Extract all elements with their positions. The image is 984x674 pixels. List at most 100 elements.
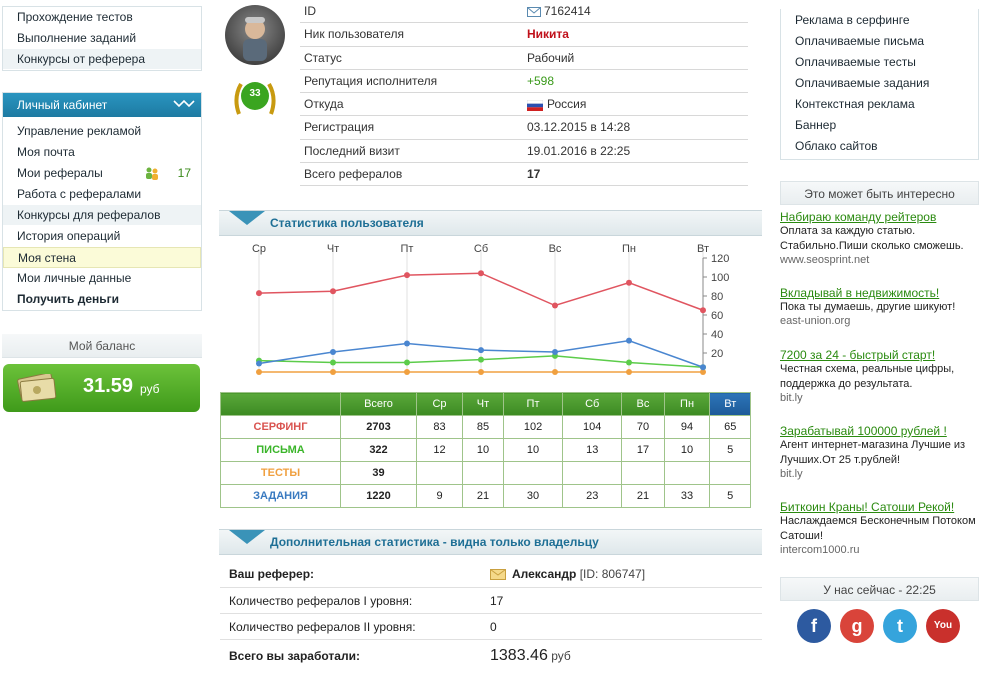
referrals-count: 17: [177, 166, 191, 180]
stats-cell: [663, 461, 711, 485]
label-nick: Ник пользователя: [304, 27, 404, 42]
stats-cell: 33: [663, 484, 711, 508]
promo-item: Зарабатывай 100000 рублей ! Агент интерн…: [780, 424, 979, 500]
promo-url[interactable]: bit.ly: [780, 468, 803, 480]
chart-y-tick-label: 20: [711, 348, 723, 360]
menu-item-my-wall[interactable]: Моя стена: [3, 247, 201, 268]
chart-point: [404, 369, 410, 375]
stats-cell: [502, 461, 564, 485]
value-last-visit: 19.01.2016 в 22:25: [527, 143, 631, 158]
promo-title[interactable]: Биткоин Краны! Сатоши Рекой!: [780, 500, 955, 514]
ad-link-banner[interactable]: Баннер: [795, 118, 837, 132]
label-reputation: Репутация исполнителя: [304, 73, 438, 88]
youtube-icon[interactable]: You: [926, 609, 960, 643]
menu-item-referral-work[interactable]: Работа с рефералами: [3, 184, 201, 205]
menu-item-mail[interactable]: Моя почта: [3, 142, 201, 163]
stats-cell: 70: [621, 415, 665, 439]
chart-point: [478, 356, 484, 363]
balance-box: Мой баланс: [2, 334, 202, 360]
chart-point: [330, 369, 336, 375]
level-number: 33: [249, 88, 261, 99]
stats-cell: 30: [502, 484, 564, 508]
envelope-icon[interactable]: [490, 569, 506, 581]
promo-item: Биткоин Краны! Сатоши Рекой! Наслаждаемс…: [780, 500, 979, 556]
ad-link-surfing[interactable]: Реклама в серфинге: [795, 13, 910, 27]
chart-point: [626, 359, 632, 366]
stats-cell: 5: [709, 438, 751, 462]
chart-point: [552, 302, 558, 309]
stats-header-total: Всего: [340, 392, 417, 416]
menu-item-tasks[interactable]: Выполнение заданий: [3, 28, 201, 49]
chart-point: [626, 337, 632, 344]
menu-item-referrals[interactable]: Мои рефералы 17: [3, 163, 201, 184]
promo-text: Агент интернет-магазина Лучшие из Лучших…: [780, 439, 966, 466]
balance-button[interactable]: 31.59 руб: [3, 364, 200, 412]
ad-link-tasks[interactable]: Оплачиваемые задания: [795, 76, 930, 90]
label-from: Откуда: [304, 97, 344, 112]
ad-link-tests[interactable]: Оплачиваемые тесты: [795, 55, 916, 69]
menu-item-withdraw[interactable]: Получить деньги: [3, 289, 201, 310]
menu-item-tests[interactable]: Прохождение тестов: [3, 7, 201, 28]
mail-icon[interactable]: [527, 6, 541, 17]
stats-cell: 104: [562, 415, 623, 439]
lvl2-value: 0: [490, 620, 497, 634]
stats-row-label: ЗАДАНИЯ: [220, 484, 341, 508]
avatar[interactable]: [225, 5, 285, 65]
chart-x-tick-label: Сб: [474, 243, 488, 255]
stats-header-day: Сб: [562, 392, 623, 416]
chart-point: [700, 364, 706, 371]
promo-title[interactable]: 7200 за 24 - быстрый старт!: [780, 348, 936, 362]
menu-item-referrer-contests[interactable]: Конкурсы от реферера: [3, 49, 201, 70]
menu-item-referral-contests[interactable]: Конкурсы для рефералов: [3, 205, 201, 226]
chart-point: [478, 270, 484, 277]
menu-item-history[interactable]: История операций: [3, 226, 201, 247]
google-icon[interactable]: g: [840, 609, 874, 643]
stats-cell: 102: [502, 415, 564, 439]
chart-x-tick-label: Пн: [622, 243, 636, 255]
chart-point: [330, 349, 336, 356]
promo-title[interactable]: Зарабатывай 100000 рублей !: [780, 424, 947, 438]
cabinet-header[interactable]: Личный кабинет: [3, 93, 201, 117]
stats-row-total: 39: [340, 461, 417, 485]
stats-cell: 17: [621, 438, 665, 462]
lvl2-label: Количество рефералов II уровня:: [229, 620, 416, 634]
twitter-icon[interactable]: t: [883, 609, 917, 643]
stats-cell: 10: [663, 438, 711, 462]
chart-point: [626, 369, 632, 375]
menu-item-ads[interactable]: Управление рекламой: [3, 121, 201, 142]
earned-value: 1383.46: [490, 647, 548, 664]
promo-url[interactable]: intercom1000.ru: [780, 544, 860, 556]
chart-x-tick-label: Пт: [401, 243, 414, 255]
promo-url[interactable]: east-union.org: [780, 315, 851, 327]
cabinet-menu: Личный кабинет Управление рекламой Моя п…: [2, 92, 202, 311]
promo-title[interactable]: Набираю команду рейтеров: [780, 210, 937, 224]
stats-cell: [415, 461, 464, 485]
facebook-icon[interactable]: f: [797, 609, 831, 643]
value-from: Россия: [526, 93, 748, 115]
stats-header-day: Вс: [621, 392, 665, 416]
lvl1-label: Количество рефералов I уровня:: [229, 594, 413, 608]
label-referrals: Всего рефералов: [304, 167, 403, 182]
earned-value-wrap: 1383.46 руб: [484, 640, 762, 672]
ad-link-cloud[interactable]: Облако сайтов: [795, 139, 878, 153]
promo-text: Оплата за каждую статью. Стабильно.Пиши …: [780, 225, 964, 252]
promo-url[interactable]: www.seosprint.net: [780, 254, 870, 266]
stats-row-label: СЕРФИНГ: [220, 415, 341, 439]
ad-link-mail[interactable]: Оплачиваемые письма: [795, 34, 925, 48]
ad-link-context[interactable]: Контекстная реклама: [795, 97, 915, 111]
stats-row-total: 1220: [340, 484, 417, 508]
promo-text: Честная схема, реальные цифры, поддержка…: [780, 363, 955, 390]
stats-cell: [709, 461, 751, 485]
stats-header-empty: [220, 392, 341, 416]
stats-cell: 21: [462, 484, 504, 508]
referrer-label: Ваш реферер:: [229, 567, 315, 581]
right-ad-menu: Реклама в серфинге Оплачиваемые письма О…: [780, 9, 979, 160]
chart-point: [478, 369, 484, 375]
menu-item-personal-data[interactable]: Мои личные данные: [3, 268, 201, 289]
referrer-name[interactable]: Александр: [512, 567, 577, 581]
collapse-icon[interactable]: [173, 99, 195, 109]
stats-cell: 23: [562, 484, 623, 508]
promo-url[interactable]: bit.ly: [780, 392, 803, 404]
promo-title[interactable]: Вкладывай в недвижимость!: [780, 286, 940, 300]
value-id: 7162414: [527, 0, 748, 22]
